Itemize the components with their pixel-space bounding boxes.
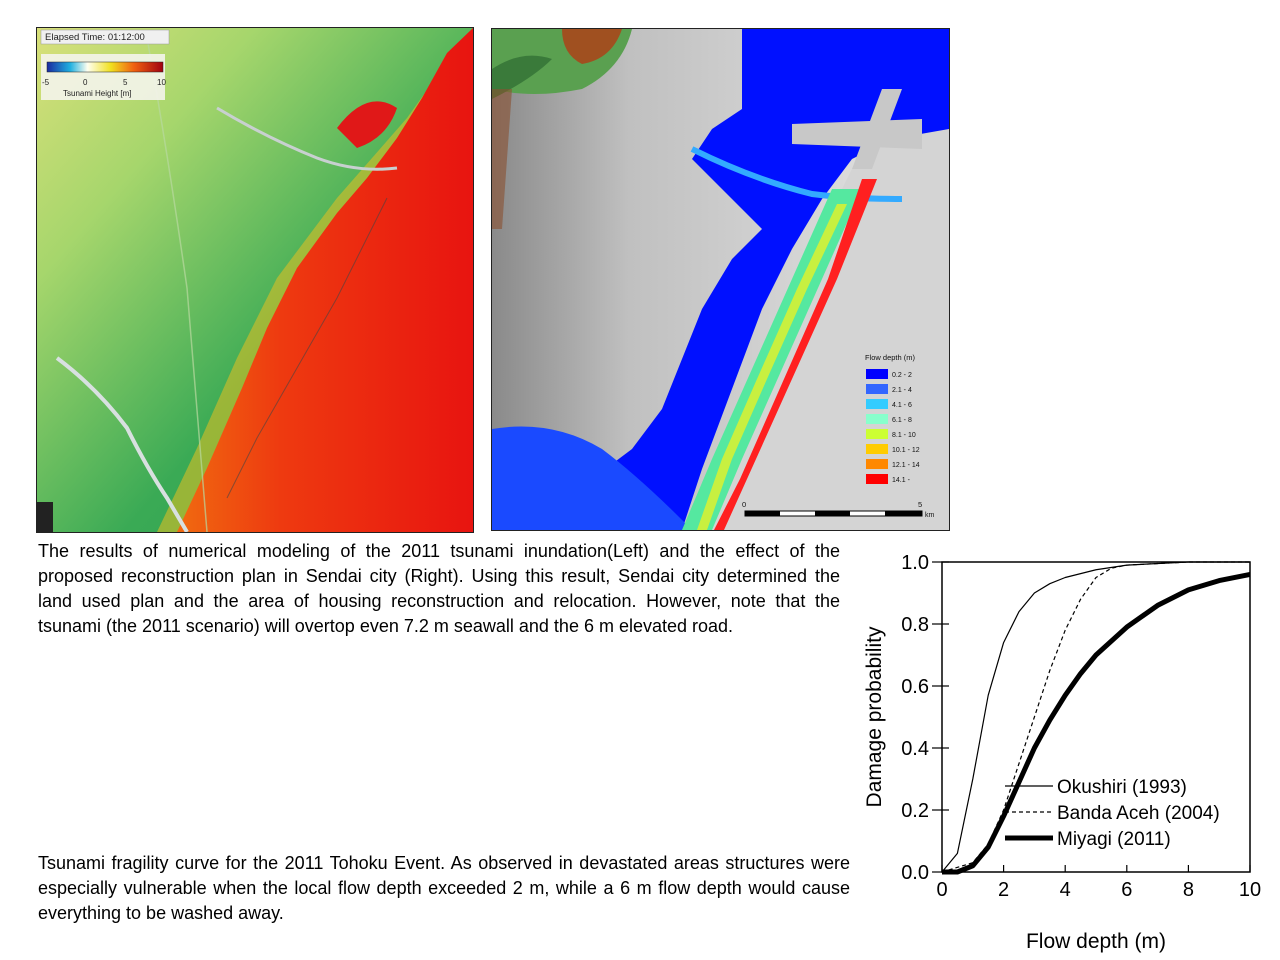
- tsunami-height-map: Elapsed Time: 01:12:00 -5 0 5 10 Tsunami…: [36, 27, 474, 533]
- legend-label: Banda Aceh (2004): [1057, 803, 1220, 824]
- legend-label: 4.1 - 6: [892, 402, 912, 409]
- tsunami-height-map-image: Elapsed Time: 01:12:00 -5 0 5 10 Tsunami…: [37, 28, 473, 532]
- flow-depth-map-image: Flow depth (m) 0.2 - 2 2.1 - 4 4.1 - 6 6…: [492, 29, 949, 530]
- x-tick-label: 4: [1060, 879, 1071, 901]
- legend-swatch: [866, 414, 888, 424]
- legend-label: 14.1 -: [892, 477, 911, 484]
- legend-label: 8.1 - 10: [892, 432, 916, 439]
- legend-label: 12.1 - 14: [892, 462, 920, 469]
- colorbar: [46, 61, 164, 73]
- colorbar-tick: 10: [157, 78, 166, 87]
- plot-frame: [941, 561, 1251, 873]
- legend-swatch: [866, 429, 888, 439]
- scale-end: 5: [918, 500, 922, 509]
- y-axis-label: Damage probability: [863, 626, 886, 807]
- scale-start: 0: [742, 500, 746, 509]
- map-caption: The results of numerical modeling of the…: [38, 541, 840, 636]
- legend-swatch: [866, 384, 888, 394]
- series-line-miyagi-2011: [942, 571, 1251, 875]
- x-tick-label: 0: [936, 879, 947, 901]
- legend-label: 0.2 - 2: [892, 372, 912, 379]
- y-tick-label: 0.0: [901, 862, 929, 884]
- elapsed-time-label: Elapsed Time: 01:12:00: [45, 32, 145, 43]
- colorbar-tick: -5: [42, 78, 50, 87]
- legend-label: 6.1 - 8: [892, 417, 912, 424]
- colorbar-tick: 0: [83, 78, 88, 87]
- flow-depth-legend: 0.2 - 2 2.1 - 4 4.1 - 6 6.1 - 8 8.1 - 10…: [866, 369, 920, 484]
- legend-label: Miyagi (2011): [1057, 829, 1171, 850]
- legend-swatch: [866, 369, 888, 379]
- y-tick-label: 1.0: [901, 552, 929, 574]
- corner-widget: [37, 502, 53, 532]
- x-axis-label: Flow depth (m): [1026, 930, 1166, 953]
- scale-bar: 0 5 km: [742, 500, 935, 519]
- x-tick-label: 10: [1239, 879, 1261, 901]
- legend-swatch: [866, 474, 888, 484]
- legend-swatch: [866, 459, 888, 469]
- legend-label: 2.1 - 4: [892, 387, 912, 394]
- fragility-caption: Tsunami fragility curve for the 2011 Toh…: [38, 853, 850, 923]
- y-tick-label: 0.4: [901, 738, 929, 760]
- x-tick-label: 8: [1183, 879, 1194, 901]
- fragility-curve-chart: 0 2 4 6 8 10 0.0 0.2 0.4 0.6 0.8 1.0 Flow depth (m) D…: [863, 552, 1261, 953]
- legend-label: 10.1 - 12: [892, 447, 920, 454]
- x-tick-label: 6: [1121, 879, 1132, 901]
- colorbar-tick: 5: [123, 78, 128, 87]
- x-tick-label: 2: [998, 879, 1009, 901]
- y-tick-label: 0.2: [901, 800, 929, 822]
- y-tick-label: 0.8: [901, 614, 929, 636]
- series-line-banda-aceh-2004: [941, 561, 1250, 873]
- colorbar-label: Tsunami Height [m]: [63, 89, 131, 98]
- legend-swatch: [866, 444, 888, 454]
- scale-unit: km: [925, 512, 935, 519]
- legend-title: Flow depth (m): [865, 353, 916, 362]
- legend-label: Okushiri (1993): [1057, 777, 1187, 798]
- legend-swatch: [866, 399, 888, 409]
- flow-depth-map: Flow depth (m) 0.2 - 2 2.1 - 4 4.1 - 6 6…: [491, 28, 950, 531]
- series-line-okushiri-1993: [941, 561, 1250, 873]
- y-tick-label: 0.6: [901, 676, 929, 698]
